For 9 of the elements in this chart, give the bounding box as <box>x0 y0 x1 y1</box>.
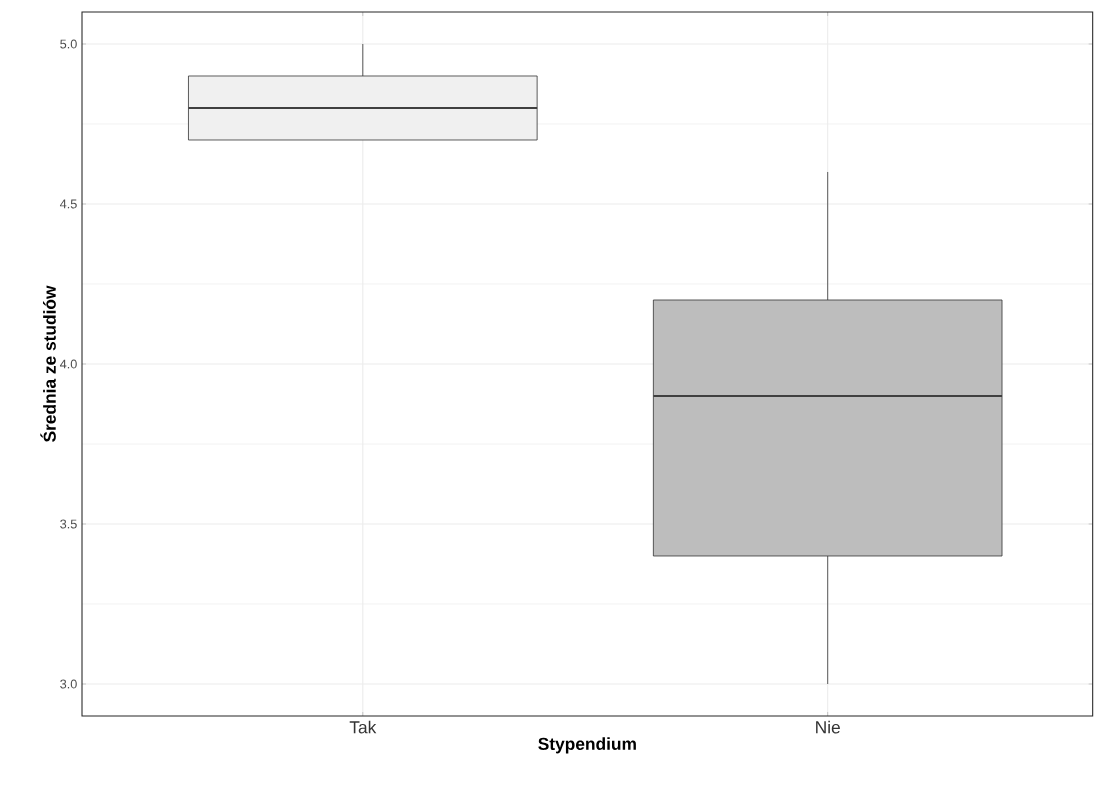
x-tick-label: Nie <box>816 720 840 734</box>
y-tick-label: 4.0 <box>59 359 77 369</box>
x-tick-label: Tak <box>349 720 377 734</box>
x-axis-title: Stypendium <box>538 737 636 754</box>
y-tick-label: 4.5 <box>59 199 77 209</box>
y-tick-label: 5.0 <box>60 39 77 49</box>
y-tick-label: 3.5 <box>60 519 77 529</box>
y-axis-title: Średnia ze studiów <box>40 285 56 442</box>
y-tick-label: 3.0 <box>60 679 77 689</box>
